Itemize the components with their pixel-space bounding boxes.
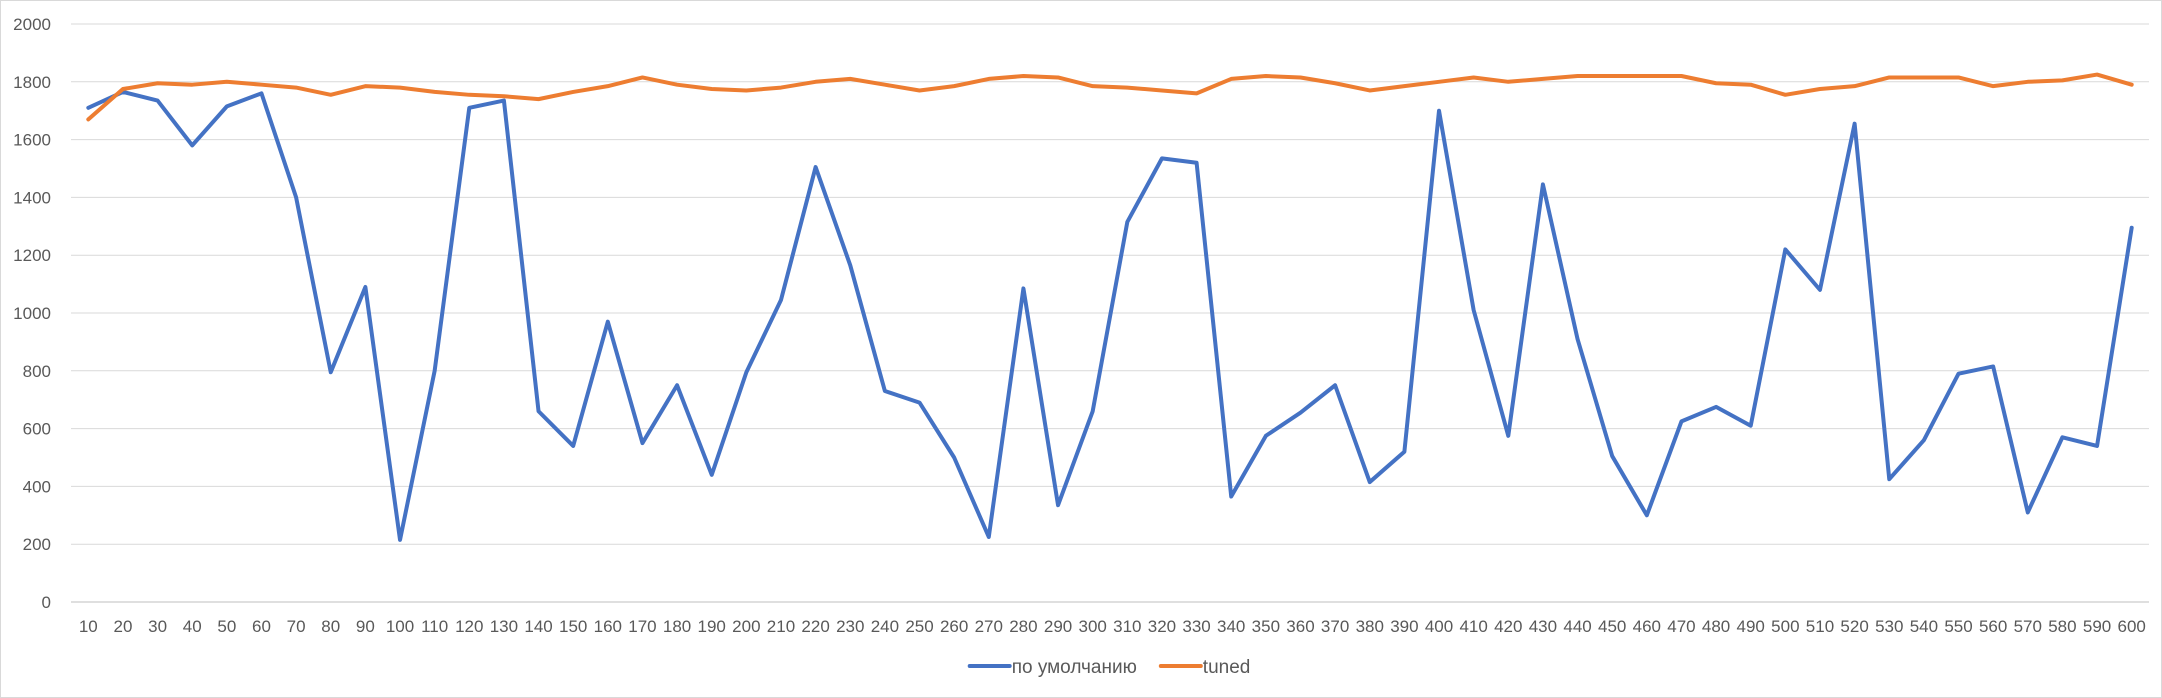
y-tick-label: 1800 <box>13 73 51 92</box>
legend-item: по умолчанию <box>967 657 1137 678</box>
x-tick-label: 510 <box>1806 617 1834 636</box>
x-tick-label: 570 <box>2014 617 2042 636</box>
y-axis-ticks: 0 200 400 600 800 1000 1200 1400 1600 1800 2000 <box>13 15 51 612</box>
legend-label: по умолчанию <box>1012 657 1137 678</box>
series-line-1 <box>86 72 2134 122</box>
x-tick-label: 390 <box>1390 617 1418 636</box>
x-tick-label: 380 <box>1356 617 1384 636</box>
x-axis-ticks: 10 20 30 40 50 60 70 80 90 100 110 120 130 140 150 160 1… <box>79 617 2146 636</box>
x-tick-label: 550 <box>1944 617 1972 636</box>
x-tick-label: 460 <box>1633 617 1661 636</box>
x-tick-label: 190 <box>698 617 726 636</box>
x-tick-label: 370 <box>1321 617 1349 636</box>
x-tick-label: 130 <box>490 617 518 636</box>
x-tick-label: 320 <box>1148 617 1176 636</box>
x-tick-label: 560 <box>1979 617 2007 636</box>
x-tick-label: 100 <box>386 617 414 636</box>
y-tick-label: 600 <box>23 420 51 439</box>
x-tick-label: 140 <box>524 617 552 636</box>
x-tick-label: 50 <box>217 617 236 636</box>
y-tick-label: 1000 <box>13 304 51 323</box>
x-tick-label: 150 <box>559 617 587 636</box>
y-tick-label: 1400 <box>13 188 51 207</box>
x-tick-label: 160 <box>594 617 622 636</box>
x-tick-label: 540 <box>1910 617 1938 636</box>
x-tick-label: 20 <box>113 617 132 636</box>
x-tick-label: 290 <box>1044 617 1072 636</box>
legend-label: tuned <box>1203 657 1251 678</box>
y-tick-label: 2000 <box>13 15 51 34</box>
x-tick-label: 170 <box>628 617 656 636</box>
x-tick-label: 70 <box>287 617 306 636</box>
x-tick-label: 230 <box>836 617 864 636</box>
x-tick-label: 470 <box>1667 617 1695 636</box>
x-tick-label: 480 <box>1702 617 1730 636</box>
x-tick-label: 90 <box>356 617 375 636</box>
legend-item: tuned <box>1158 657 1251 678</box>
x-tick-label: 530 <box>1875 617 1903 636</box>
x-tick-label: 330 <box>1182 617 1210 636</box>
x-tick-label: 520 <box>1840 617 1868 636</box>
x-tick-label: 430 <box>1529 617 1557 636</box>
x-tick-label: 60 <box>252 617 271 636</box>
x-tick-label: 360 <box>1286 617 1314 636</box>
x-tick-label: 270 <box>975 617 1003 636</box>
y-tick-label: 800 <box>23 362 51 381</box>
x-tick-label: 180 <box>663 617 691 636</box>
x-tick-label: 340 <box>1217 617 1245 636</box>
x-tick-label: 120 <box>455 617 483 636</box>
x-tick-label: 600 <box>2117 617 2145 636</box>
y-tick-label: 1200 <box>13 246 51 265</box>
x-tick-label: 400 <box>1425 617 1453 636</box>
x-tick-label: 500 <box>1771 617 1799 636</box>
x-tick-label: 280 <box>1009 617 1037 636</box>
x-tick-label: 210 <box>767 617 795 636</box>
x-tick-label: 260 <box>940 617 968 636</box>
x-tick-label: 350 <box>1252 617 1280 636</box>
x-tick-label: 110 <box>421 617 448 636</box>
x-tick-label: 30 <box>148 617 167 636</box>
legend: по умолчанию tuned <box>967 657 1251 678</box>
x-tick-label: 80 <box>321 617 340 636</box>
x-tick-label: 220 <box>801 617 829 636</box>
x-tick-label: 420 <box>1494 617 1522 636</box>
y-tick-label: 0 <box>42 593 51 612</box>
y-tick-label: 400 <box>23 477 51 496</box>
x-tick-label: 240 <box>871 617 899 636</box>
x-tick-label: 300 <box>1078 617 1106 636</box>
x-tick-label: 590 <box>2083 617 2111 636</box>
x-tick-label: 40 <box>183 617 202 636</box>
x-tick-label: 440 <box>1563 617 1591 636</box>
series-line-0 <box>86 89 2134 542</box>
x-tick-label: 410 <box>1459 617 1487 636</box>
series-lines <box>86 72 2134 542</box>
x-tick-label: 250 <box>905 617 933 636</box>
x-tick-label: 310 <box>1113 617 1141 636</box>
y-tick-label: 200 <box>23 535 51 554</box>
x-tick-label: 580 <box>2048 617 2076 636</box>
x-tick-label: 200 <box>732 617 760 636</box>
x-tick-label: 490 <box>1737 617 1765 636</box>
y-tick-label: 1600 <box>13 131 51 150</box>
x-tick-label: 10 <box>79 617 98 636</box>
x-tick-label: 450 <box>1598 617 1626 636</box>
